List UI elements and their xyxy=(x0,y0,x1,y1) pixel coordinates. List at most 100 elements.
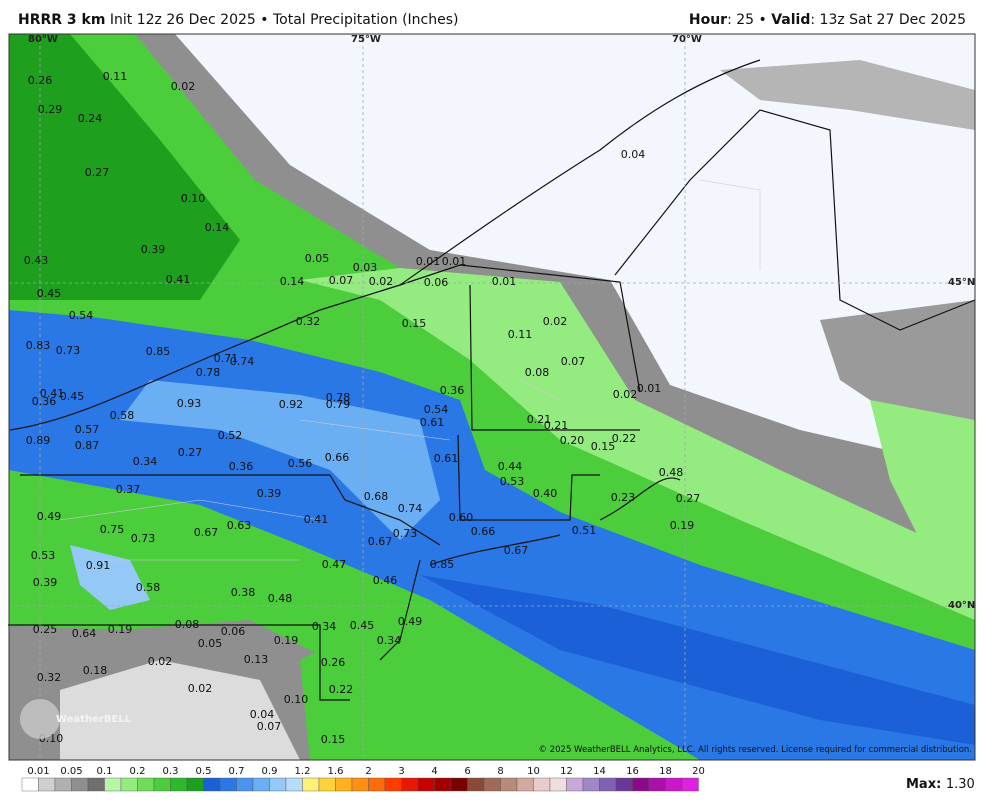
station-value: 0.73 xyxy=(131,532,156,545)
station-value: 0.49 xyxy=(37,510,62,523)
station-value: 0.54 xyxy=(424,403,449,416)
station-value: 0.14 xyxy=(205,221,230,234)
legend-label: 1.2 xyxy=(295,766,311,777)
legend-swatch xyxy=(582,777,600,792)
product: Total Precipitation (Inches) xyxy=(272,12,459,28)
station-value: 0.19 xyxy=(670,519,695,532)
station-value: 0.83 xyxy=(26,339,51,352)
legend-label: 8 xyxy=(497,766,503,777)
station-value: 0.71 xyxy=(214,352,239,365)
station-value: 0.19 xyxy=(108,623,133,636)
station-value: 0.02 xyxy=(369,275,394,288)
station-value: 0.01 xyxy=(416,255,441,268)
legend-swatch xyxy=(681,777,699,792)
station-value: 0.23 xyxy=(611,491,636,504)
max-value: 1.30 xyxy=(946,777,975,792)
station-value: 0.11 xyxy=(103,70,128,83)
station-value: 0.27 xyxy=(85,166,110,179)
station-value: 0.89 xyxy=(26,434,51,447)
trace-area xyxy=(820,300,975,450)
station-value: 0.85 xyxy=(146,345,171,358)
station-value: 0.24 xyxy=(78,112,103,125)
legend-swatch xyxy=(104,777,122,792)
station-value: 0.39 xyxy=(33,576,58,589)
station-value: 0.22 xyxy=(329,683,354,696)
legend-swatch xyxy=(170,777,188,792)
legend-label: 0.1 xyxy=(97,766,113,777)
station-value: 0.01 xyxy=(492,275,517,288)
legend-label: 12 xyxy=(560,766,573,777)
lon-label: 70°W xyxy=(672,34,702,45)
station-value: 0.45 xyxy=(60,390,85,403)
legend-swatch xyxy=(302,777,320,792)
legend-label: 0.9 xyxy=(262,766,278,777)
legend-swatch xyxy=(665,777,683,792)
station-value: 0.78 xyxy=(326,391,351,404)
station-value: 0.26 xyxy=(321,656,346,669)
light-precip xyxy=(300,268,975,620)
legend-swatch xyxy=(566,777,584,792)
legend-label: 0.5 xyxy=(196,766,212,777)
borders xyxy=(8,59,976,701)
trace-area xyxy=(60,660,300,760)
station-value: 0.19 xyxy=(274,634,299,647)
station-value: 0.48 xyxy=(268,592,293,605)
lon-label: 80°W xyxy=(28,34,58,45)
station-value: 0.73 xyxy=(393,527,418,540)
station-value: 0.36 xyxy=(229,460,254,473)
station-value: 0.36 xyxy=(32,395,57,408)
station-value: 0.53 xyxy=(500,475,525,488)
station-value: 0.14 xyxy=(280,275,305,288)
legend-swatch xyxy=(417,777,435,792)
heavy-precip xyxy=(70,545,150,610)
legend-swatch xyxy=(54,777,72,792)
legend-swatch xyxy=(219,777,237,792)
station-value: 0.34 xyxy=(312,620,337,633)
station-value: 0.01 xyxy=(442,255,467,268)
station-value: 0.63 xyxy=(227,519,252,532)
border xyxy=(399,59,976,331)
coastline xyxy=(429,477,681,566)
station-value: 0.58 xyxy=(110,409,135,422)
logo: WeatherBELL xyxy=(56,714,132,725)
station-value: 0.22 xyxy=(612,432,637,445)
valid-label: Valid xyxy=(771,12,811,28)
station-value: 0.44 xyxy=(498,460,523,473)
legend-swatch xyxy=(236,777,254,792)
legend-label: 0.3 xyxy=(163,766,179,777)
legend-swatch xyxy=(632,777,650,792)
station-value: 0.41 xyxy=(166,273,191,286)
station-value: 0.54 xyxy=(69,309,94,322)
legend-swatch xyxy=(648,777,666,792)
lat-label: 45°N xyxy=(948,277,975,288)
legend-label: 20 xyxy=(692,766,705,777)
station-value: 0.21 xyxy=(544,419,569,432)
station-value: 0.67 xyxy=(368,535,393,548)
legend-label: 16 xyxy=(626,766,639,777)
legend-swatch xyxy=(21,777,39,792)
legend-swatch xyxy=(38,777,56,792)
legend-swatch xyxy=(186,777,204,792)
legend-swatch xyxy=(351,777,369,792)
station-value: 0.74 xyxy=(230,355,255,368)
max-label: Max xyxy=(906,777,937,792)
station-value: 0.07 xyxy=(561,355,586,368)
legend: 0.01 0.05 0.1 0.2 0.3 0.5 0.7 0.9 1.2 1.6 2 3 4 6 8 10 1… xyxy=(21,766,705,792)
legend-label: 14 xyxy=(593,766,606,777)
valid-value: : 13z Sat 27 Dec 2025 xyxy=(810,12,966,28)
station-value: 0.27 xyxy=(676,492,701,505)
moderate-precip xyxy=(9,34,240,300)
legend-swatch xyxy=(269,777,287,792)
station-value: 0.45 xyxy=(37,287,62,300)
station-value: 0.10 xyxy=(284,693,309,706)
hour-value: : 25 xyxy=(727,12,755,28)
legend-swatch xyxy=(318,777,336,792)
station-value: 0.04 xyxy=(621,148,646,161)
station-value: 0.39 xyxy=(141,243,166,256)
station-value: 0.64 xyxy=(72,627,97,640)
legend-swatch xyxy=(335,777,353,792)
legend-label: 0.2 xyxy=(130,766,146,777)
light-precip xyxy=(870,400,975,600)
lat-label: 40°N xyxy=(948,600,975,611)
